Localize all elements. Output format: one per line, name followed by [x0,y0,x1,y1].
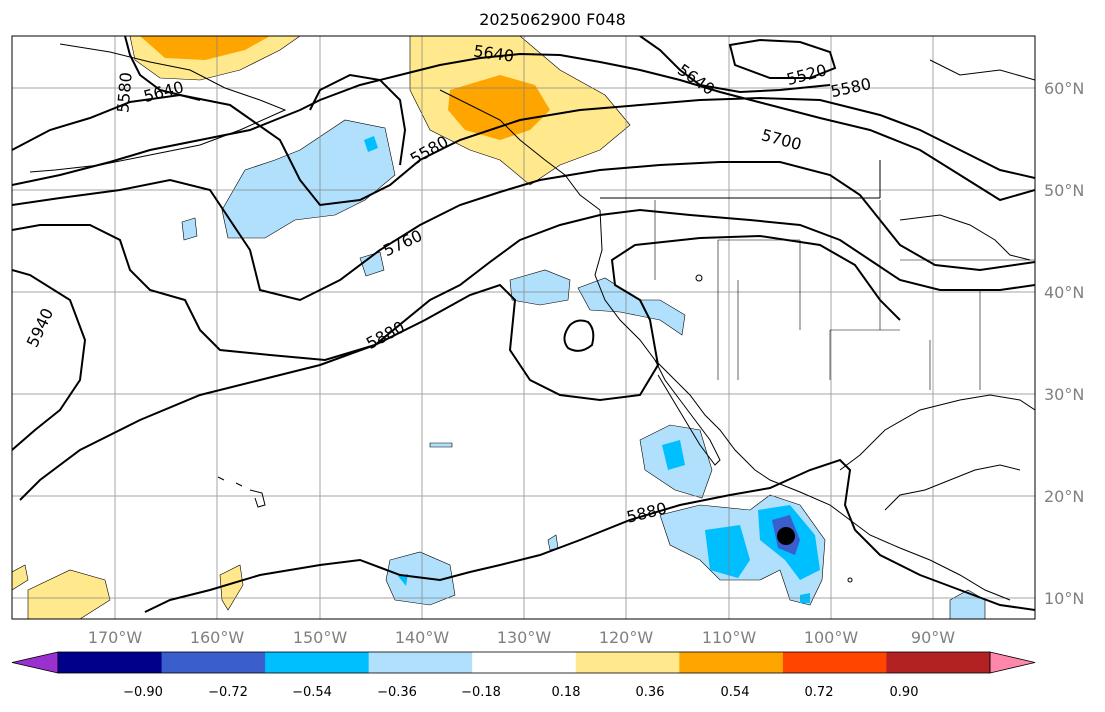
colorbar-tick-label: 0.90 [890,685,919,700]
hudson-outline [879,59,1035,198]
contour-5640 [12,52,1035,202]
colorbar-extend-min [11,651,59,674]
negative-anomaly-pacific-north [221,119,396,239]
contour-5520 [728,38,837,79]
lat-tick-label: 60°N [1044,79,1084,98]
lon-tick-label: 110°W [702,628,757,647]
contour-5700 [12,161,1035,302]
lon-tick-label: 150°W [293,628,348,647]
contour-5640-east [639,36,831,94]
contour-5880-loop [563,319,595,352]
colorbar-tick-label: −0.18 [461,685,501,700]
colorbar-segment [886,652,991,673]
contour-5880-west [19,234,901,501]
islands [217,274,853,583]
yucatan-coast [884,464,1021,511]
negative-anomaly-hawaii-streak [429,442,453,448]
lon-tick-label: 170°W [88,628,143,647]
colorbar-tick-label: −0.90 [123,685,163,700]
colorbar [11,651,1036,674]
negative-anomaly-pacific-north-core [364,136,378,152]
colorbar-segment [575,652,680,673]
alaska-panhandle-coast [439,89,601,211]
lon-tick-label: 140°W [395,628,450,647]
colorbar-tick-label: 0.54 [721,685,750,700]
gulf-of-mexico-coast [839,394,1035,471]
lon-tick-label: 120°W [599,628,654,647]
negative-anomaly-baja-core [662,440,685,470]
us-states-interior [654,200,1035,390]
storm-center-marker [777,527,795,545]
map-frame [11,35,1036,620]
lon-tick-label: 160°W [190,628,245,647]
positive-anomaly-southwest [27,569,111,619]
colorbar-tick-label: 0.72 [805,685,834,700]
colorbar-tick-label: 0.18 [552,685,581,700]
colorbar-segment [161,652,266,673]
contour-5940 [12,269,87,451]
lon-axis: 170°W 160°W 150°W 140°W 130°W 120°W 110°… [88,628,955,647]
colorbar-tick-label: −0.54 [292,685,332,700]
contour-5760 [12,208,1035,362]
contour-label-5580-nw: 5580 [113,71,135,113]
north-america-west-coast [594,209,1011,601]
colorbar-segment [265,652,370,673]
height-contours [12,36,1035,613]
graticule [12,36,1035,619]
colorbar-extend-max [989,651,1036,674]
colorbar-segment [58,652,163,673]
contour-5880-east [144,458,1035,613]
negative-anomaly-california-offshore [509,269,571,306]
island-1 [695,274,703,282]
colorbar-tick-label: −0.36 [377,685,417,700]
contour-5580-nw [124,36,201,101]
negative-anomaly-small-1 [181,217,198,241]
lat-tick-label: 50°N [1044,181,1084,200]
positive-anomaly-northwest-core [140,36,270,60]
contour-5640-west-loop [309,73,407,166]
lat-tick-label: 40°N [1044,283,1084,302]
colorbar-segment [368,652,473,673]
lon-tick-label: 90°W [911,628,955,647]
baja-peninsula [654,359,721,466]
colorbar-segment [782,652,887,673]
hawaii-islands [217,476,266,508]
lon-tick-label: 100°W [804,628,859,647]
colorbar-segment [679,652,784,673]
colorbar-segment [472,652,577,673]
lon-tick-label: 130°W [497,628,552,647]
colorbar-frame [57,651,991,674]
lat-tick-label: 10°N [1044,589,1084,608]
negative-anomaly-south-1-core [398,574,408,586]
positive-anomaly-southwest-edge [12,564,29,591]
colorbar-tick-label: −0.72 [208,685,248,700]
island-2 [847,577,853,583]
lat-axis: 60°N 50°N 40°N 30°N 20°N 10°N [1044,79,1084,608]
great-lakes [899,214,1031,261]
negative-anomaly-mexico-mid [705,525,750,578]
colorbar-ticks: −0.90 −0.72 −0.54 −0.36 −0.18 0.18 0.36 … [123,685,918,700]
lat-tick-label: 30°N [1044,385,1084,404]
lat-tick-label: 20°N [1044,487,1084,506]
plot-title: 2025062900 F048 [479,10,626,29]
colorbar-tick-label: 0.36 [636,685,665,700]
contour-5580 [12,93,1035,207]
